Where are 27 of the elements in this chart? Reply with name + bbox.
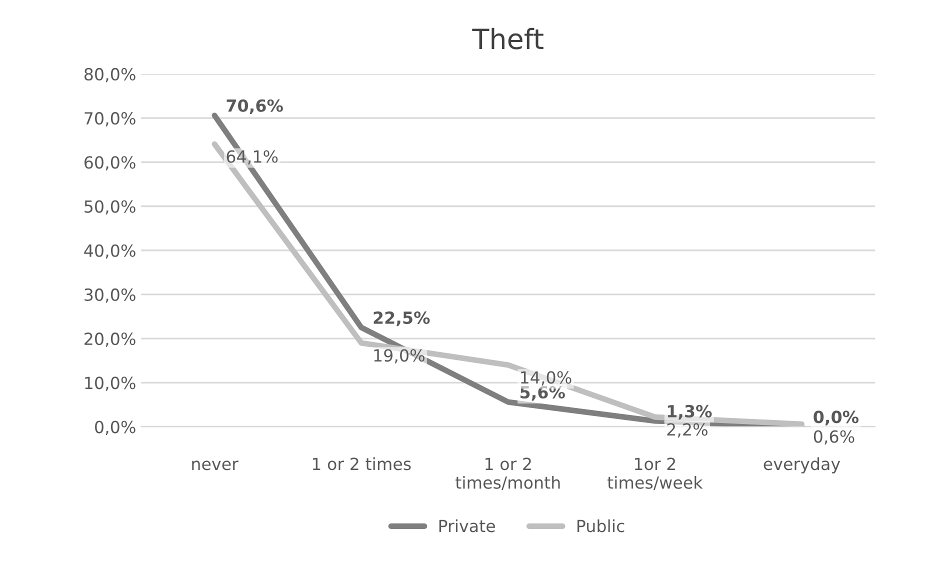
x-tick-label: everyday [764, 457, 840, 474]
y-tick-label: 40,0% [84, 244, 136, 259]
x-tick-label: 1 or 2 times [312, 457, 411, 470]
legend-label: Private [439, 519, 495, 532]
data-label: 0,0% [814, 410, 859, 426]
data-label: 5,6% [520, 386, 565, 401]
y-tick-label: 70,0% [84, 112, 136, 126]
data-label: 19,0% [374, 349, 424, 364]
y-tick-label: 60,0% [84, 156, 136, 170]
y-tick-label: 30,0% [84, 288, 136, 303]
chart-title: Theft [472, 28, 544, 50]
x-tick-label: 1or 2 times/week [608, 458, 703, 490]
data-label: 70,6% [226, 99, 283, 114]
y-tick-label: 80,0% [84, 68, 136, 82]
x-tick-label: never [192, 460, 238, 470]
legend-label: Public [578, 519, 624, 532]
y-tick-label: 50,0% [84, 200, 136, 215]
y-tick-label: 0,0% [95, 420, 136, 436]
y-tick-label: 10,0% [85, 376, 136, 391]
y-tick-label: 20,0% [84, 332, 136, 347]
data-label: 64,1% [226, 150, 278, 165]
data-label: 1,3% [668, 404, 712, 420]
data-label: 0,6% [814, 430, 854, 445]
x-tick-label: 1 or 2 times/month [456, 458, 560, 490]
data-label: 22,5% [374, 311, 430, 326]
data-label: 2,2% [667, 423, 708, 438]
data-label: 14,0% [521, 371, 572, 386]
